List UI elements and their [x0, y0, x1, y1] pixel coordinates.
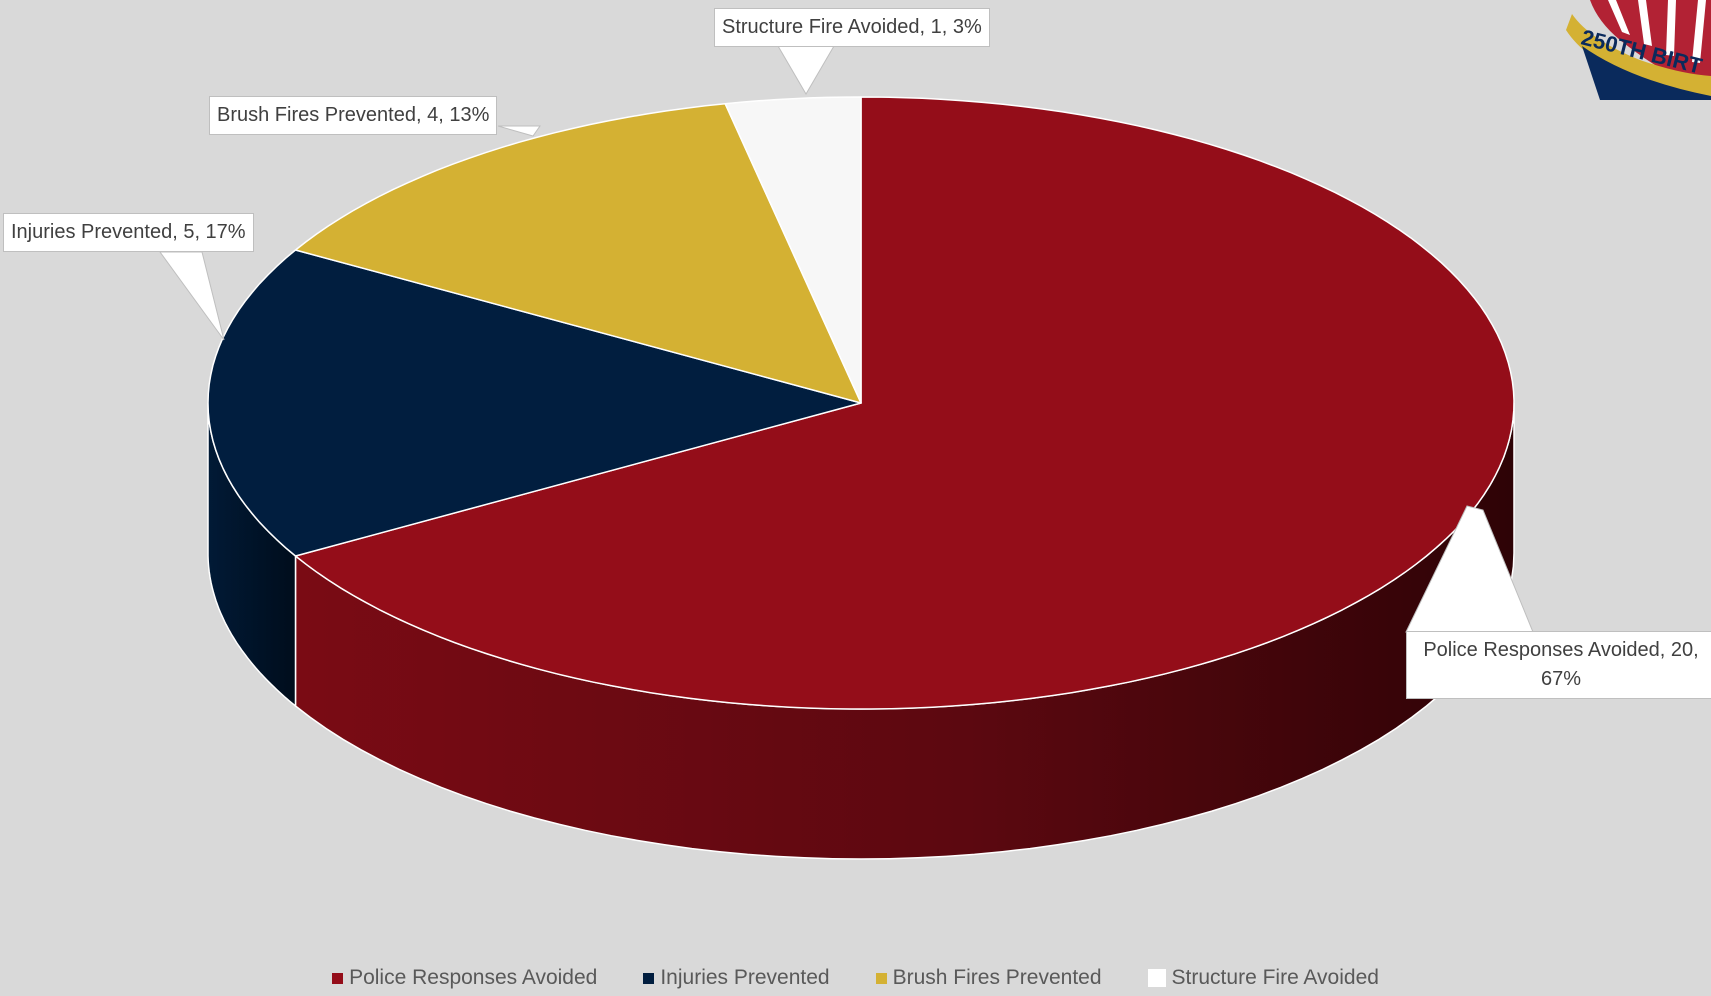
data-label-structure-fire: Structure Fire Avoided, 1, 3%: [714, 8, 990, 47]
legend-item-police-responses: Police Responses Avoided: [332, 966, 597, 990]
data-label-injuries: Injuries Prevented, 5, 17%: [3, 213, 254, 252]
legend: Police Responses Avoided Injuries Preven…: [0, 966, 1711, 990]
pie-slice-police-responses: [294, 96, 1515, 710]
legend-item-brush-fires: Brush Fires Prevented: [875, 966, 1102, 990]
leader-injuries: [159, 251, 225, 341]
anniversary-logo: 250TH BIRT: [1560, 0, 1711, 100]
pie-slice-injuries: [207, 249, 862, 557]
legend-item-structure-fire: Structure Fire Avoided: [1147, 966, 1379, 990]
leader-brush-fires: [497, 125, 541, 137]
legend-label-structure-fire: Structure Fire Avoided: [1171, 966, 1379, 989]
data-label-police-line2: 67%: [1540, 668, 1582, 690]
data-label-police-responses: Police Responses Avoided, 20, 67%: [1406, 631, 1711, 699]
legend-label-injuries: Injuries Prevented: [660, 966, 830, 989]
legend-swatch-structure-fire: [1147, 969, 1166, 987]
pie-slice-brush-fires: [294, 102, 862, 404]
leader-structure-fire: [777, 45, 835, 95]
legend-item-injuries: Injuries Prevented: [643, 966, 830, 990]
data-label-brush-fires: Brush Fires Prevented, 4, 13%: [209, 96, 498, 135]
legend-label-police-responses: Police Responses Avoided: [349, 966, 598, 989]
pie-slice-structure-fire: [724, 96, 862, 404]
legend-swatch-brush-fires: [875, 972, 887, 984]
legend-label-brush-fires: Brush Fires Prevented: [892, 966, 1102, 989]
legend-swatch-injuries: [643, 972, 655, 984]
data-label-police-line1: Police Responses Avoided, 20,: [1423, 639, 1699, 661]
legend-swatch-police-responses: [332, 972, 344, 984]
